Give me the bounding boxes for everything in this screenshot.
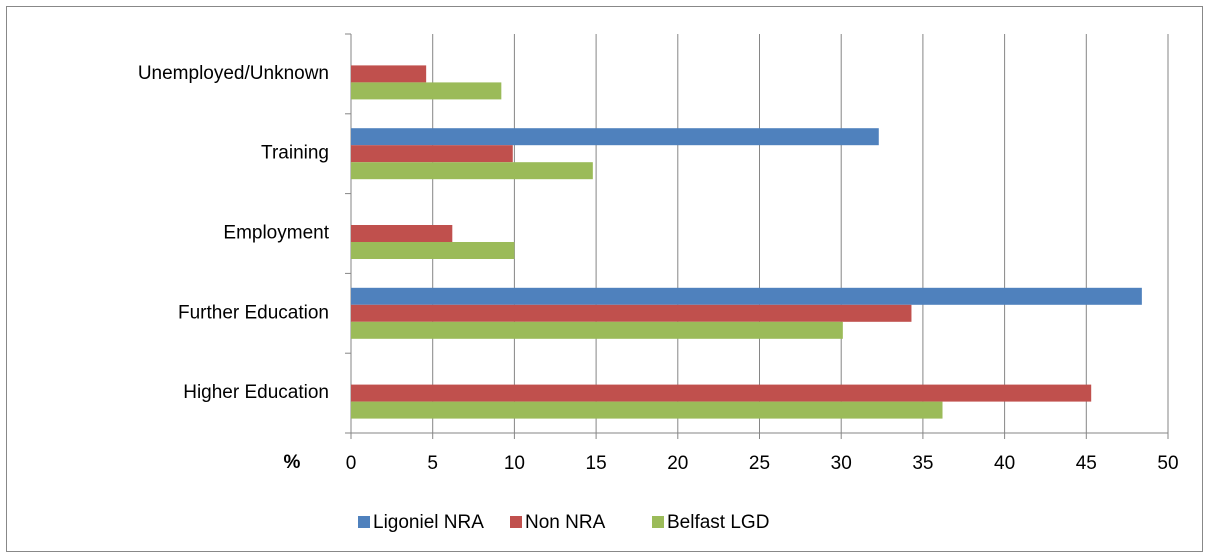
bar (351, 65, 427, 83)
x-tick-label: 10 (504, 453, 525, 474)
x-tick-label: 0 (346, 453, 357, 474)
x-tick-label: 20 (667, 453, 688, 474)
x-tick-label: 5 (427, 453, 438, 474)
legend-label: Non NRA (525, 512, 606, 533)
x-tick-label: 45 (1076, 453, 1097, 474)
bar (351, 225, 453, 242)
legend-label: Ligoniel NRA (373, 512, 484, 533)
y-tick-label: Further Education (178, 302, 329, 323)
y-tick-label: Training (261, 143, 329, 164)
y-tick-label: Employment (223, 223, 329, 244)
legend-label: Belfast LGD (667, 512, 769, 533)
y-tick-label: Higher Education (183, 382, 329, 403)
bar (351, 82, 502, 100)
bar (351, 128, 879, 146)
x-tick-label: 50 (1157, 453, 1178, 474)
x-tick-label: 30 (831, 453, 852, 474)
bar (351, 162, 593, 180)
y-tick-label: Unemployed/Unknown (138, 63, 329, 84)
x-tick-label: 40 (994, 453, 1015, 474)
chart-border (6, 6, 1203, 552)
bar (351, 384, 1092, 402)
legend-swatch (510, 516, 522, 528)
bar (351, 304, 912, 322)
bar (351, 401, 943, 419)
legend-swatch (652, 516, 664, 528)
x-tick-label: 25 (749, 453, 770, 474)
legend-swatch (358, 516, 370, 528)
x-tick-label: 15 (586, 453, 607, 474)
bar (351, 321, 843, 339)
x-axis-title: % (284, 452, 301, 473)
bar (351, 145, 513, 163)
x-tick-label: 35 (912, 453, 933, 474)
bar (351, 287, 1142, 305)
bar (351, 242, 515, 259)
